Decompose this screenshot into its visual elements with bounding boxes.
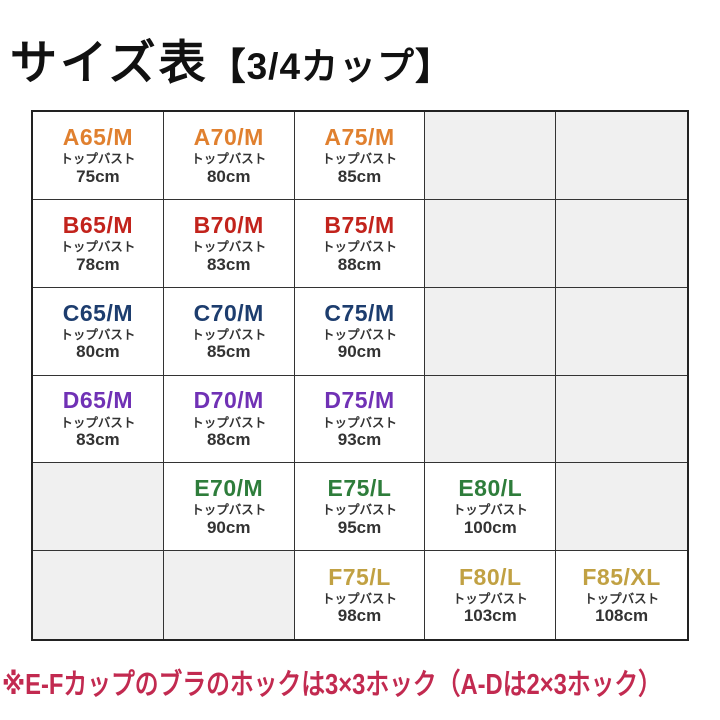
size-cell-b75-m: B75/M トップバスト 88cm: [294, 199, 426, 288]
empty-cell: [556, 199, 687, 288]
empty-cell: [163, 551, 295, 639]
bust-value: 90cm: [337, 342, 382, 362]
bust-value: 90cm: [206, 518, 251, 538]
size-cell-f80-l: F80/L トップバスト 103cm: [425, 551, 557, 639]
bust-label: トップバスト: [191, 239, 267, 254]
empty-cell: [556, 463, 687, 552]
size-label: B70/M: [193, 211, 264, 238]
bust-value: 80cm: [206, 166, 251, 186]
bust-value: 88cm: [337, 254, 382, 274]
size-cell-a65-m: A65/M トップバスト 75cm: [33, 112, 164, 200]
bust-label: トップバスト: [60, 239, 136, 254]
bust-label: トップバスト: [191, 327, 267, 342]
size-label: A65/M: [62, 123, 134, 150]
bust-label: トップバスト: [321, 239, 397, 254]
size-cell-d65-m: D65/M トップバスト 83cm: [33, 375, 164, 464]
size-cell-b70-m: B70/M トップバスト 83cm: [163, 199, 295, 288]
size-cell-d75-m: D75/M トップバスト 93cm: [294, 375, 426, 464]
bust-label: トップバスト: [321, 591, 397, 606]
bust-value: 78cm: [76, 254, 120, 274]
size-label: A70/M: [193, 123, 264, 150]
empty-cell: [425, 375, 557, 464]
page-title-main: サイズ表: [10, 36, 209, 89]
size-label: F85/XL: [582, 563, 661, 590]
size-label: D65/M: [62, 387, 134, 414]
bust-value: 95cm: [337, 518, 382, 538]
size-label: D75/M: [324, 387, 395, 414]
bust-value: 75cm: [76, 166, 120, 186]
bust-value: 98cm: [337, 606, 382, 626]
bust-value: 85cm: [337, 166, 382, 186]
size-cell-b65-m: B65/M トップバスト 78cm: [33, 199, 164, 288]
bust-value: 93cm: [337, 430, 382, 450]
empty-cell: [33, 551, 164, 639]
size-cell-e75-l: E75/L トップバスト 95cm: [294, 463, 426, 552]
bust-label: トップバスト: [60, 152, 136, 167]
empty-cell: [556, 287, 687, 376]
bust-value: 85cm: [206, 342, 251, 362]
size-label: A75/M: [324, 123, 395, 150]
empty-cell: [556, 112, 687, 200]
size-label: B65/M: [62, 211, 134, 238]
size-cell-e80-l: E80/L トップバスト 100cm: [425, 463, 557, 552]
size-label: C75/M: [324, 299, 395, 326]
size-label: F75/L: [328, 563, 391, 590]
size-cell-c75-m: C75/M トップバスト 90cm: [294, 287, 426, 376]
bust-label: トップバスト: [60, 327, 136, 342]
bust-value: 100cm: [463, 518, 517, 538]
bust-label: トップバスト: [60, 415, 136, 430]
empty-cell: [556, 375, 687, 464]
bust-label: トップバスト: [584, 591, 660, 606]
size-cell-e70-m: E70/M トップバスト 90cm: [163, 463, 295, 552]
size-label: E80/L: [458, 475, 523, 502]
bust-value: 83cm: [76, 430, 120, 450]
size-cell-f75-l: F75/L トップバスト 98cm: [294, 551, 426, 639]
bust-value: 108cm: [595, 606, 649, 626]
size-cell-c65-m: C65/M トップバスト 80cm: [33, 287, 164, 376]
bust-label: トップバスト: [321, 415, 397, 430]
size-label: C65/M: [62, 299, 134, 326]
bust-value: 103cm: [463, 606, 517, 626]
size-cell-f85-xl: F85/XL トップバスト 108cm: [556, 551, 687, 639]
bust-label: トップバスト: [191, 152, 267, 167]
bust-label: トップバスト: [191, 503, 267, 518]
size-cell-c70-m: C70/M トップバスト 85cm: [163, 287, 295, 376]
size-label: E75/L: [327, 475, 392, 502]
size-cell-a70-m: A70/M トップバスト 80cm: [163, 112, 295, 200]
page-title: サイズ表【3/4カップ】: [10, 24, 453, 93]
empty-cell: [33, 463, 164, 552]
bust-value: 80cm: [76, 342, 120, 362]
bust-label: トップバスト: [452, 503, 528, 518]
bust-label: トップバスト: [321, 503, 397, 518]
bust-label: トップバスト: [321, 152, 397, 167]
bust-value: 83cm: [206, 254, 251, 274]
size-label: C70/M: [193, 299, 264, 326]
size-label: B75/M: [324, 211, 395, 238]
bust-label: トップバスト: [452, 591, 528, 606]
size-label: F80/L: [459, 563, 522, 590]
size-table: A65/M トップバスト 75cm A70/M トップバスト 80cm A75/M トップバス…: [31, 110, 689, 641]
empty-cell: [425, 287, 557, 376]
size-label: E70/M: [194, 475, 264, 502]
page-title-bracket: 【3/4カップ】: [208, 46, 454, 87]
size-cell-d70-m: D70/M トップバスト 88cm: [163, 375, 295, 464]
bust-label: トップバスト: [191, 415, 267, 430]
bust-value: 88cm: [206, 430, 251, 450]
size-label: D70/M: [193, 387, 264, 414]
empty-cell: [425, 112, 557, 200]
empty-cell: [425, 199, 557, 288]
footnote: ※E-Fカップのブラのホックは3×3ホック（A-Dは2×3ホック）: [2, 669, 662, 701]
bust-label: トップバスト: [321, 327, 397, 342]
size-cell-a75-m: A75/M トップバスト 85cm: [294, 112, 426, 200]
